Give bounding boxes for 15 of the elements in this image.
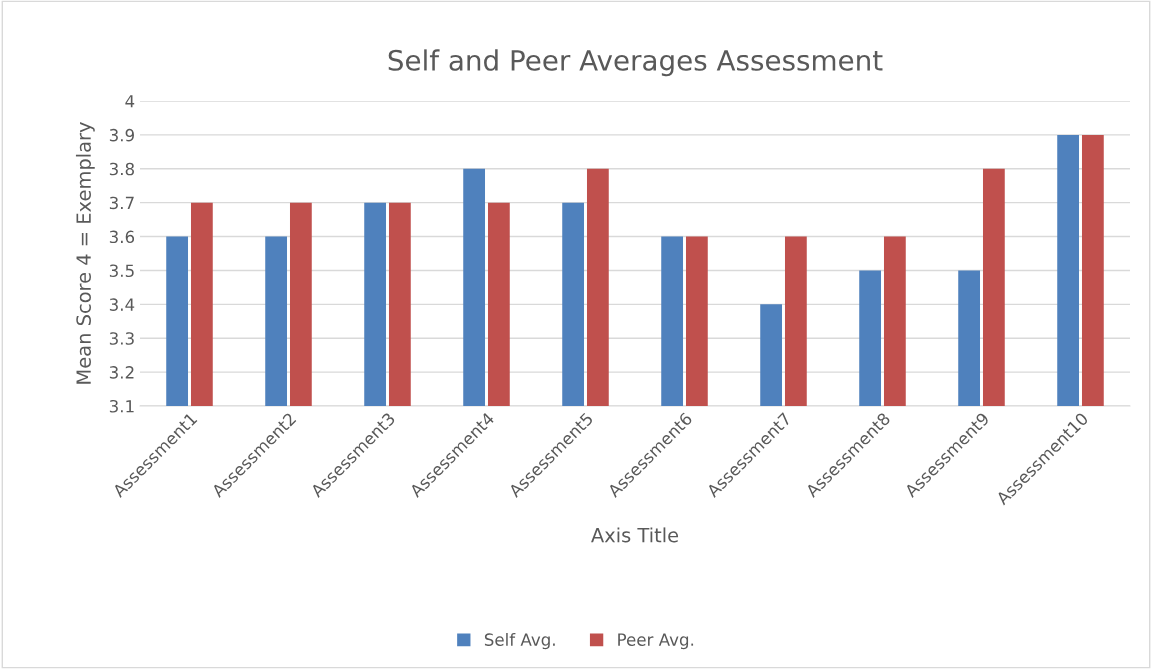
y-tick-label: 3.5 (109, 264, 134, 278)
y-tick-label: 3.1 (109, 399, 134, 413)
y-tick-label: 3.3 (109, 332, 134, 345)
legend-label: Self Avg. (484, 633, 555, 650)
y-tick-label: 3.8 (109, 162, 134, 176)
y-tick-label: 3.6 (109, 230, 135, 244)
y-tick-label: 3.4 (109, 298, 135, 311)
y-tick-label: 4 (125, 95, 135, 108)
y-axis-title: Mean Score 4 = Exemplary (75, 122, 95, 384)
legend-label: Peer Avg. (618, 633, 694, 650)
y-tick-label: 3.7 (109, 196, 134, 210)
chart-title: Self and Peer Averages Assessment (388, 49, 883, 77)
y-tick-label: 3.9 (109, 128, 134, 142)
x-axis-title: Axis Title (591, 527, 679, 543)
y-tick-label: 3.2 (109, 366, 134, 379)
